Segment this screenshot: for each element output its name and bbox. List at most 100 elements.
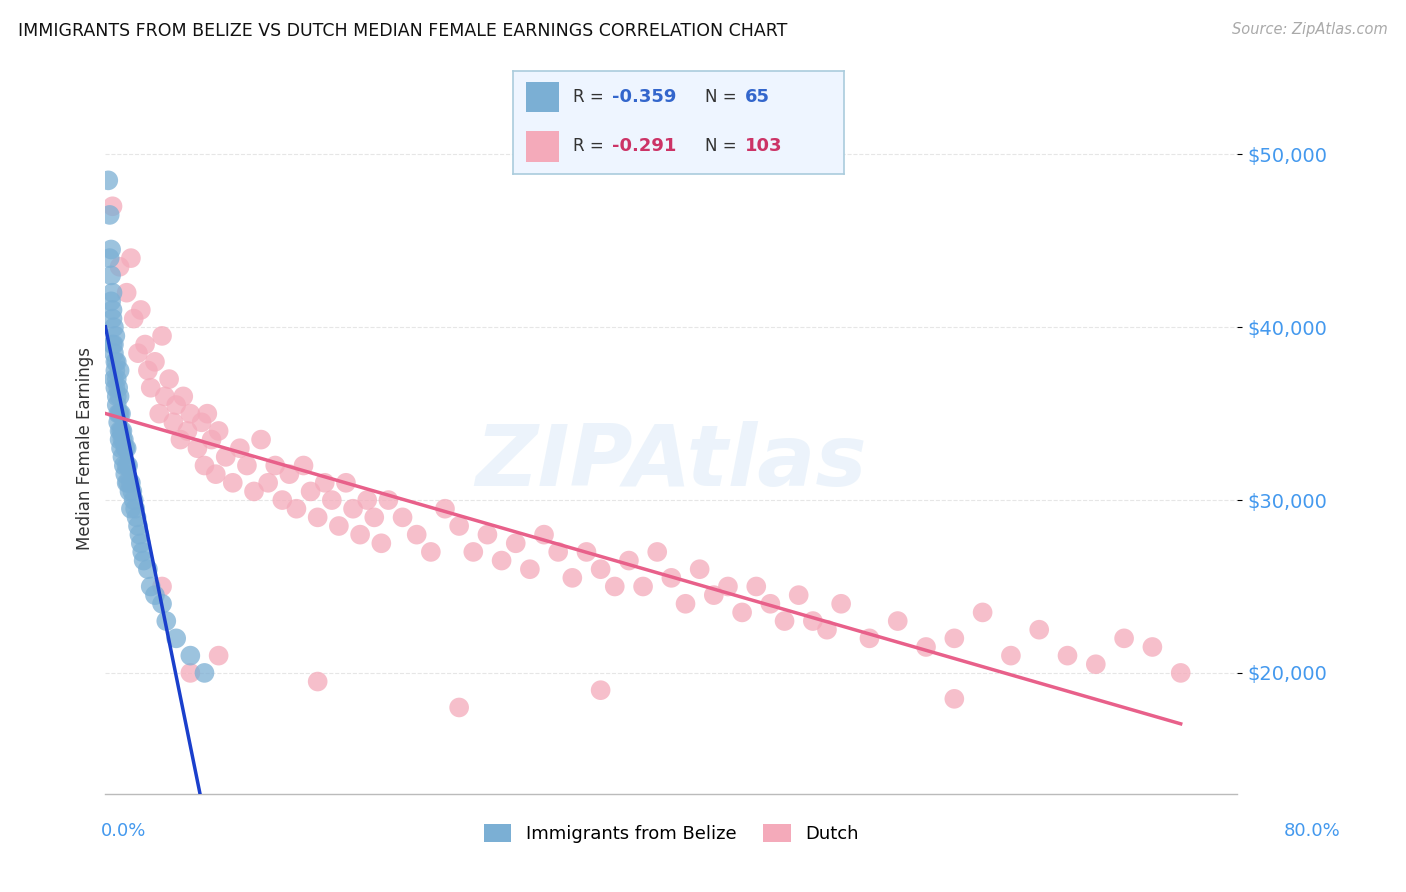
Point xyxy=(128,527,150,541)
Point xyxy=(236,458,259,473)
Point xyxy=(120,475,142,490)
Point xyxy=(100,294,122,309)
Y-axis label: Median Female Earnings: Median Female Earnings xyxy=(76,347,94,549)
Point xyxy=(150,329,173,343)
Point xyxy=(125,510,148,524)
Point xyxy=(101,337,124,351)
Point xyxy=(103,346,125,360)
Point xyxy=(97,173,120,187)
Point xyxy=(370,536,392,550)
Point xyxy=(105,372,128,386)
Point xyxy=(208,424,231,438)
Point xyxy=(745,580,768,594)
Point xyxy=(179,665,201,680)
Point xyxy=(731,606,754,620)
Point xyxy=(176,424,198,438)
Point xyxy=(98,251,121,265)
Point xyxy=(165,632,187,646)
Point xyxy=(1142,640,1164,654)
Point xyxy=(111,433,134,447)
Point xyxy=(129,536,152,550)
Point xyxy=(105,355,128,369)
Point xyxy=(136,562,159,576)
Point xyxy=(104,381,127,395)
Point xyxy=(229,442,252,455)
Point xyxy=(307,510,329,524)
Point xyxy=(165,398,187,412)
Point xyxy=(463,545,485,559)
Point xyxy=(377,493,399,508)
Point xyxy=(120,251,142,265)
Point xyxy=(108,424,131,438)
Point xyxy=(108,407,131,421)
Point xyxy=(139,381,162,395)
Point xyxy=(110,442,132,455)
Point xyxy=(134,337,156,351)
Point xyxy=(449,700,471,714)
Point xyxy=(491,553,513,567)
Point xyxy=(645,545,668,559)
Point xyxy=(264,458,287,473)
Point xyxy=(108,260,131,274)
Point xyxy=(115,458,138,473)
Text: 103: 103 xyxy=(745,137,782,155)
Text: ZIPAtlas: ZIPAtlas xyxy=(475,420,868,504)
Point xyxy=(972,606,994,620)
Text: 80.0%: 80.0% xyxy=(1284,822,1340,840)
Point xyxy=(105,389,128,403)
Point xyxy=(222,475,245,490)
Point xyxy=(121,484,143,499)
Point xyxy=(815,623,838,637)
Point xyxy=(127,519,149,533)
Point xyxy=(101,311,124,326)
Point xyxy=(100,243,122,257)
Point xyxy=(505,536,527,550)
Point xyxy=(136,363,159,377)
Point xyxy=(943,632,966,646)
Point xyxy=(120,501,142,516)
Point xyxy=(328,519,350,533)
Point xyxy=(143,588,166,602)
Point xyxy=(115,285,138,300)
Point xyxy=(115,475,138,490)
Point xyxy=(830,597,852,611)
Point xyxy=(547,545,569,559)
Point xyxy=(100,268,122,283)
Point xyxy=(179,407,201,421)
Point xyxy=(589,683,612,698)
Point xyxy=(915,640,938,654)
Point xyxy=(617,553,640,567)
Point xyxy=(405,527,427,541)
Point xyxy=(1056,648,1078,663)
Point xyxy=(108,363,131,377)
Point xyxy=(98,208,121,222)
Point xyxy=(153,389,176,403)
Point xyxy=(179,648,201,663)
Point xyxy=(193,458,215,473)
Text: Source: ZipAtlas.com: Source: ZipAtlas.com xyxy=(1232,22,1388,37)
Point xyxy=(943,691,966,706)
Point xyxy=(101,303,124,318)
Text: N =: N = xyxy=(704,88,737,106)
Point xyxy=(858,632,880,646)
Text: -0.291: -0.291 xyxy=(613,137,676,155)
Point xyxy=(278,467,301,482)
Point xyxy=(110,424,132,438)
Point xyxy=(115,442,138,455)
Point xyxy=(363,510,385,524)
Point xyxy=(1000,648,1022,663)
Point xyxy=(155,614,177,628)
Point xyxy=(169,433,191,447)
Point xyxy=(195,407,218,421)
Point xyxy=(661,571,683,585)
Point xyxy=(110,407,132,421)
Point xyxy=(204,467,226,482)
Point xyxy=(589,562,612,576)
Text: R =: R = xyxy=(572,88,603,106)
Point xyxy=(101,285,124,300)
FancyBboxPatch shape xyxy=(526,82,560,112)
Point xyxy=(108,433,131,447)
Point xyxy=(190,415,212,429)
Point xyxy=(887,614,910,628)
Point xyxy=(299,484,322,499)
